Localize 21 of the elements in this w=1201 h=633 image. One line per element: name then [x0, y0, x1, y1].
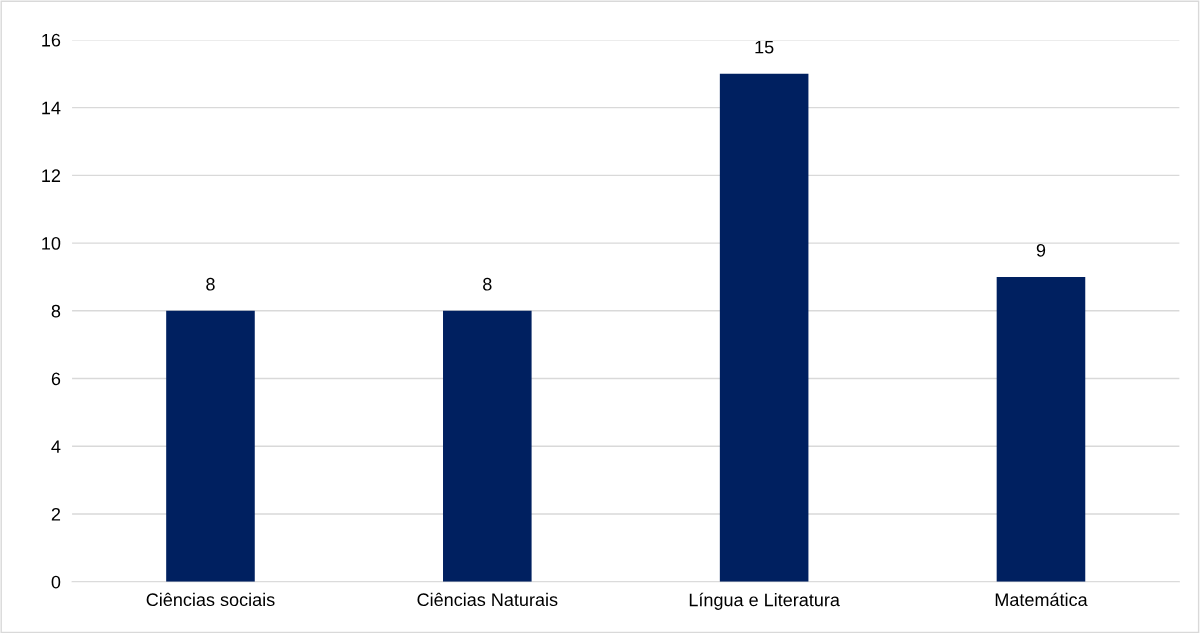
y-tick-label: 12 — [42, 169, 61, 182]
y-tick-label: 8 — [51, 304, 61, 318]
x-tick-label: Ciências sociais — [146, 592, 275, 607]
data-label: 8 — [206, 277, 215, 291]
bar — [443, 310, 532, 582]
data-label: 15 — [755, 40, 774, 54]
y-tick-label: 6 — [51, 372, 61, 386]
data-label: 9 — [1036, 243, 1046, 257]
x-tick-label: Matemática — [995, 592, 1088, 607]
bar — [166, 310, 255, 582]
y-tick-label: 0 — [51, 575, 61, 589]
y-tick-label: 16 — [42, 33, 61, 47]
bar — [719, 73, 809, 582]
y-tick-label: 14 — [42, 101, 61, 115]
y-tick-label: 2 — [51, 507, 61, 521]
x-tick-label: Língua e Literatura — [689, 592, 840, 610]
y-tick-label: 4 — [51, 440, 61, 453]
y-tick-label: 10 — [42, 237, 61, 250]
bar — [996, 276, 1086, 582]
x-tick-label: Ciências Naturais — [417, 592, 558, 607]
data-label: 8 — [483, 277, 492, 291]
